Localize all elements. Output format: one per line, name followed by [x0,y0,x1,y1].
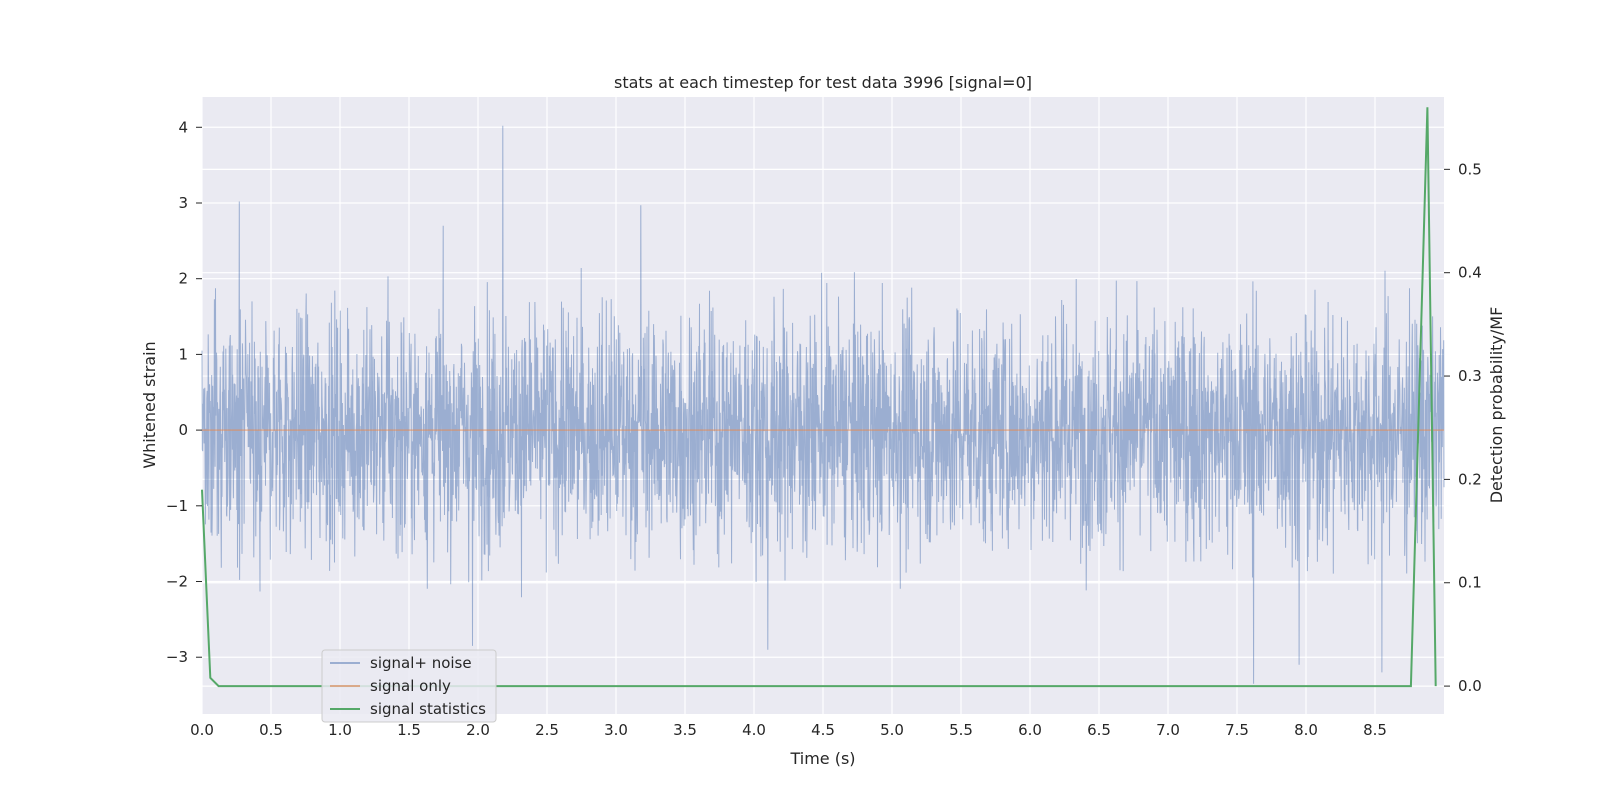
axes-layer: 0.0 0.5 1.0 1.5 2.0 2.5 3.0 3.5 4.0 4.5 5.0 5.5 6.0 6… [166,118,1482,739]
y-tick-label-left: 1 [178,345,188,363]
chart-title: stats at each timestep for test data 399… [614,73,1032,92]
x-tick-label: 3.0 [604,721,628,739]
x-tick-label: 6.5 [1087,721,1111,739]
x-tick-label: 8.0 [1294,721,1318,739]
x-tick-label: 0.0 [190,721,214,739]
x-tick-label: 2.5 [535,721,559,739]
x-tick-label: 1.0 [328,721,352,739]
y-tick-label-left: 4 [178,118,188,136]
y-axis-label-left: Whitened strain [140,341,159,468]
y-tick-label-left: 2 [178,270,188,288]
series-line-signal-statistics [201,107,1437,688]
x-tick-label: 4.0 [742,721,766,739]
x-tick-label: 1.5 [397,721,421,739]
y-tick-label-left: −1 [166,497,188,515]
y-tick-label-right: 0.1 [1458,574,1482,592]
x-tick-label: 8.5 [1363,721,1387,739]
y-tick-label-left: 0 [178,421,188,439]
x-tick-label: 7.5 [1225,721,1249,739]
legend-label-statistics: signal statistics [370,700,486,718]
x-tick-label: 5.5 [949,721,973,739]
x-tick-label: 6.0 [1018,721,1042,739]
y-tick-label-right: 0.2 [1458,470,1482,488]
y-tick-label-right: 0.3 [1458,367,1482,385]
legend-label-noise: signal+ noise [370,654,472,672]
x-tick-label: 0.5 [259,721,283,739]
series-layer [201,107,1445,688]
x-axis-label: Time (s) [789,749,855,768]
legend-box [321,649,497,723]
y-tick-label-left: −2 [166,573,188,591]
x-tick-label: 4.5 [811,721,835,739]
legend: signal+ noise signal only signal statist… [321,649,497,723]
x-tick-label: 2.0 [466,721,490,739]
series-line-signal-noise [201,125,1445,684]
y-axis-label-right: Detection probability/MF [1487,307,1506,504]
y-tick-label-right: 0.5 [1458,160,1482,178]
x-tick-label: 5.0 [880,721,904,739]
y-tick-label-right: 0.0 [1458,677,1482,695]
x-tick-label: 7.0 [1156,721,1180,739]
legend-label-signal-only: signal only [370,677,451,695]
y-tick-label-left: −3 [166,648,188,666]
y-tick-label-left: 3 [178,194,188,212]
x-tick-label: 3.5 [673,721,697,739]
y-tick-label-right: 0.4 [1458,264,1482,282]
